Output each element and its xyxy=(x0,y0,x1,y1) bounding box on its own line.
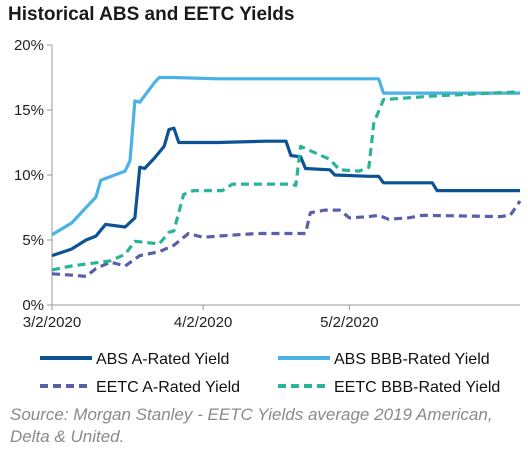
axes: 0% 5% 10% 15% 20% 3/2/2020 4/2/2020 5/2/2020 xyxy=(14,37,520,331)
series-line-eetc-bbb-rated-yield xyxy=(51,90,521,272)
series-lines xyxy=(51,75,522,278)
x-tick-label: 4/2/2020 xyxy=(174,314,232,331)
x-tick-label: 3/2/2020 xyxy=(23,314,81,331)
series-line-abs-a-rated-yield xyxy=(51,126,520,258)
series-line-eetc-a-rated-yield xyxy=(51,200,522,278)
series-line-abs-bbb-rated-yield xyxy=(51,75,520,237)
chart-title: Historical ABS and EETC Yields xyxy=(8,4,295,25)
legend-label-abs-bbb-rated-yield: ABS BBB-Rated Yield xyxy=(334,351,490,368)
y-tick-label: 20% xyxy=(14,37,44,54)
legend-label-abs-a-rated-yield: ABS A-Rated Yield xyxy=(96,351,229,368)
source-note: Source: Morgan Stanley - EETC Yields ave… xyxy=(10,405,493,446)
y-tick-label: 5% xyxy=(22,232,44,249)
legend: ABS A-Rated Yield ABS BBB-Rated Yield EETC… xyxy=(40,351,500,396)
legend-label-eetc-a-rated-yield: EETC A-Rated Yield xyxy=(96,379,240,396)
y-tick-label: 15% xyxy=(14,102,44,119)
x-tick-label: 5/2/2020 xyxy=(320,314,378,331)
y-tick-label: 0% xyxy=(22,297,44,314)
y-tick-label: 10% xyxy=(14,167,44,184)
legend-label-eetc-bbb-rated-yield: EETC BBB-Rated Yield xyxy=(334,379,500,396)
